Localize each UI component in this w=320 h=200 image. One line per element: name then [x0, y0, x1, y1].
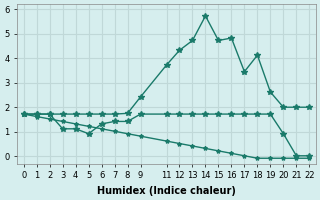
X-axis label: Humidex (Indice chaleur): Humidex (Indice chaleur): [97, 186, 236, 196]
